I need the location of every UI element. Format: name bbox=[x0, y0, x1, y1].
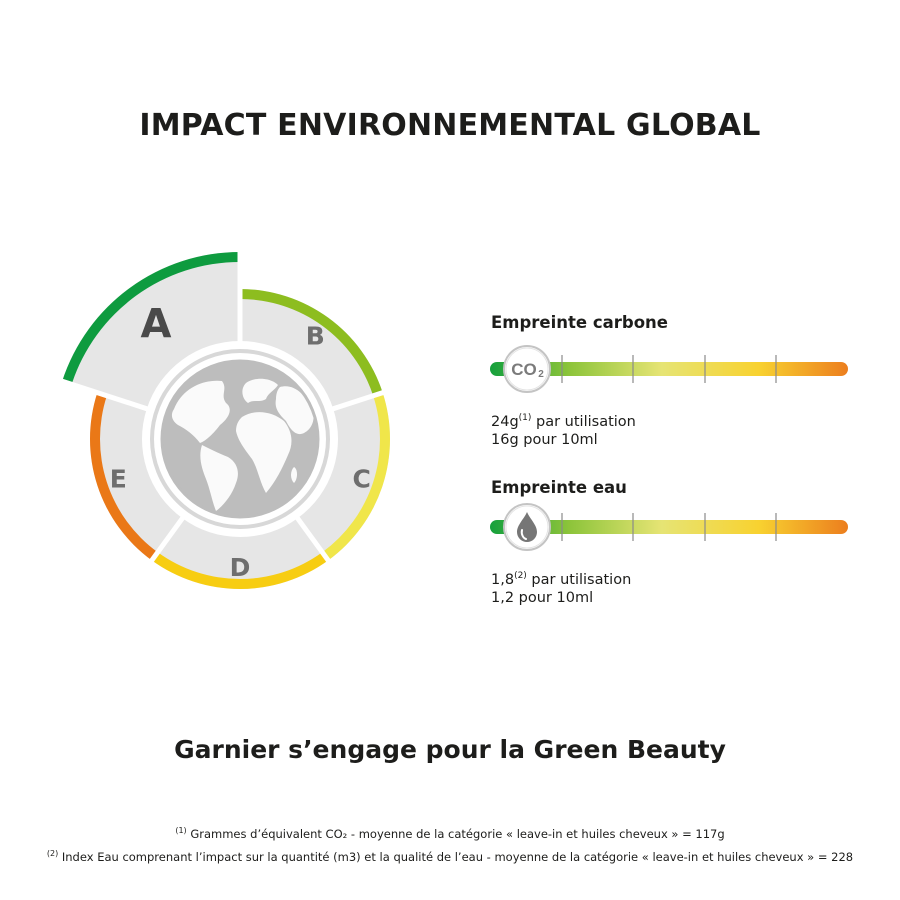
bar-ticks bbox=[561, 513, 777, 541]
carbon-per-use: 24g(1) par utilisation bbox=[491, 413, 636, 430]
footnote-2: (2) Index Eau comprenant l’impact sur la… bbox=[46, 849, 854, 864]
grade-segment-b bbox=[240, 289, 383, 409]
water-per-use: 1,8(2) par utilisation bbox=[491, 571, 632, 588]
grade-label-e: E bbox=[110, 465, 127, 494]
water-footprint-bar bbox=[490, 502, 850, 552]
co2-icon: CO 2 bbox=[503, 345, 551, 393]
segment-divider bbox=[55, 376, 150, 412]
water-footprint-title: Empreinte eau bbox=[491, 478, 627, 497]
globe-icon bbox=[143, 342, 337, 536]
water-per-10ml: 1,2 pour 10ml bbox=[491, 590, 594, 606]
engagement-headline: Garnier s’engage pour la Green Beauty bbox=[174, 735, 726, 764]
bar-ticks bbox=[561, 355, 777, 383]
page-title: IMPACT ENVIRONNEMENTAL GLOBAL bbox=[139, 108, 761, 143]
grade-segment-e bbox=[90, 392, 183, 561]
grade-label-c: C bbox=[353, 465, 371, 494]
svg-text:2: 2 bbox=[538, 369, 544, 380]
segment-divider bbox=[294, 515, 356, 597]
segment-divider bbox=[124, 515, 186, 597]
gradient-track bbox=[490, 520, 848, 534]
svg-text:CO: CO bbox=[511, 360, 537, 379]
segment-divider bbox=[330, 376, 425, 412]
grade-label-a: A bbox=[140, 301, 171, 347]
gradient-track bbox=[490, 362, 848, 376]
footnote-1: (1) Grammes d’équivalent CO₂ - moyenne d… bbox=[175, 826, 725, 841]
carbon-footprint-bar: CO 2 bbox=[490, 344, 850, 394]
grade-segment-d bbox=[151, 518, 329, 589]
grade-label-b: B bbox=[306, 321, 325, 350]
carbon-per-10ml: 16g pour 10ml bbox=[491, 432, 598, 448]
eco-score-rose-chart: A B C D E bbox=[30, 215, 460, 645]
grade-label-d: D bbox=[230, 553, 251, 582]
grade-segment-c bbox=[297, 392, 390, 561]
grade-segment-a bbox=[62, 252, 240, 409]
water-drop-icon bbox=[503, 503, 551, 551]
carbon-footprint-title: Empreinte carbone bbox=[491, 313, 668, 332]
